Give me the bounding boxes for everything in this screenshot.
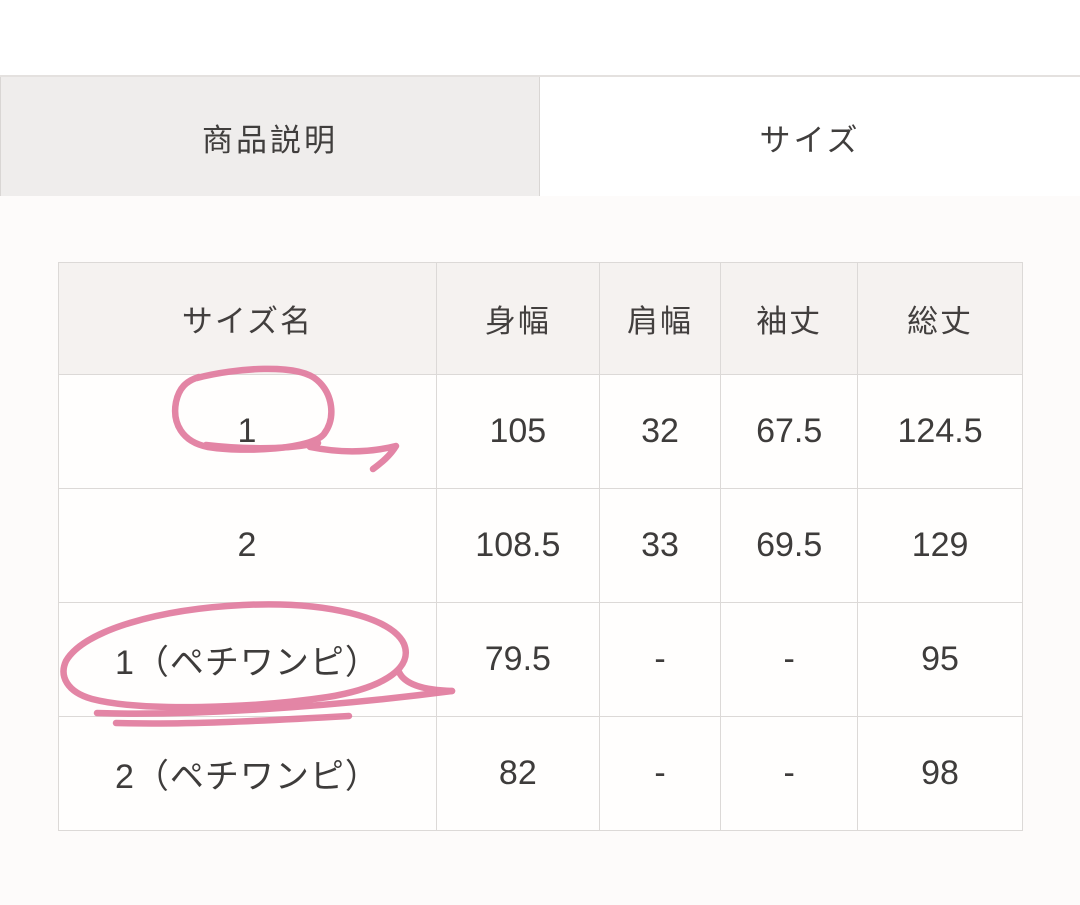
- size-name-cell: 1（ペチワンピ）: [58, 602, 437, 717]
- table-row-size-2-petti: 2（ペチワンピ） 82 - - 98: [58, 716, 1023, 831]
- table-cell: 108.5: [435, 488, 600, 603]
- column-header-size-name: サイズ名: [58, 262, 437, 375]
- table-cell: 124.5: [857, 374, 1023, 489]
- column-header-body-width: 身幅: [435, 262, 600, 375]
- table-cell: 82: [435, 716, 600, 831]
- size-chart-table: サイズ名 身幅 肩幅 袖丈 総丈 1 105 32 67.5 124.5 2 1…: [58, 262, 1023, 831]
- table-cell: 79.5: [435, 602, 600, 717]
- table-row-size-1-petti: 1（ペチワンピ） 79.5 - - 95: [58, 602, 1023, 717]
- tab-product-description-label: 商品説明: [202, 122, 338, 158]
- size-name-cell: 2（ペチワンピ）: [58, 716, 437, 831]
- table-cell: 33: [598, 488, 722, 603]
- table-cell: 129: [857, 488, 1023, 603]
- table-cell: 95: [857, 602, 1023, 717]
- tab-bar: 商品説明 サイズ: [0, 75, 1080, 198]
- table-header-row: サイズ名 身幅 肩幅 袖丈 総丈: [58, 262, 1023, 375]
- table-cell: 98: [857, 716, 1023, 831]
- tab-size[interactable]: サイズ: [540, 77, 1080, 198]
- table-cell: 69.5: [720, 488, 859, 603]
- size-name-cell: 2: [58, 488, 437, 603]
- table-cell: 67.5: [720, 374, 859, 489]
- column-header-sleeve-length: 袖丈: [720, 262, 859, 375]
- column-header-shoulder-width: 肩幅: [598, 262, 722, 375]
- table-cell: -: [598, 602, 722, 717]
- top-white-strip: [0, 0, 1080, 75]
- table-cell: 105: [435, 374, 600, 489]
- table-cell: -: [720, 716, 859, 831]
- column-header-total-length: 総丈: [857, 262, 1023, 375]
- tab-size-label: サイズ: [759, 123, 861, 158]
- table-row-size-1: 1 105 32 67.5 124.5: [58, 374, 1023, 489]
- table-cell: -: [720, 602, 859, 717]
- table-row-size-2: 2 108.5 33 69.5 129: [58, 488, 1023, 603]
- size-name-cell: 1: [58, 374, 437, 489]
- table-cell: -: [598, 716, 722, 831]
- table-cell: 32: [598, 374, 722, 489]
- tab-product-description[interactable]: 商品説明: [0, 77, 540, 198]
